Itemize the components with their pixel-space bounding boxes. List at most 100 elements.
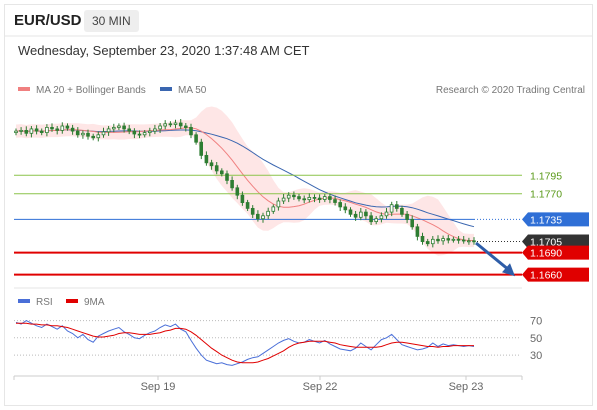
rsi9-legend-swatch bbox=[66, 299, 78, 303]
candle-body bbox=[394, 204, 399, 209]
candle-body bbox=[55, 128, 59, 131]
rsi9-legend-label: 9MA bbox=[84, 297, 105, 308]
candle-body bbox=[204, 154, 209, 164]
x-tick-label: Sep 23 bbox=[449, 381, 484, 393]
candle-body bbox=[276, 200, 281, 208]
candle-body bbox=[286, 194, 291, 199]
bollinger-band bbox=[16, 106, 474, 256]
candle-body bbox=[39, 130, 44, 134]
candle-body bbox=[266, 210, 270, 217]
candle-body bbox=[436, 238, 440, 242]
candle-body bbox=[250, 207, 255, 215]
candle-body bbox=[358, 211, 363, 218]
candle-body bbox=[199, 141, 204, 156]
candle-body bbox=[425, 241, 430, 245]
ma20-line bbox=[15, 127, 474, 241]
timeframe-badge[interactable]: 30 MIN bbox=[84, 10, 139, 32]
candle-body bbox=[127, 128, 132, 132]
ma50-legend-swatch bbox=[160, 87, 172, 91]
candle-body bbox=[194, 134, 198, 143]
level-label-1.1770: 1.1770 bbox=[530, 189, 562, 201]
candle-body bbox=[374, 218, 378, 222]
candle-body bbox=[91, 135, 96, 139]
candle-body bbox=[106, 128, 111, 133]
bollinger-band-area bbox=[16, 106, 474, 256]
rsi-tick-30: 30 bbox=[530, 350, 542, 362]
level-tag-1.1690 bbox=[522, 245, 589, 260]
candle-body bbox=[122, 125, 126, 130]
candle-body bbox=[219, 170, 224, 175]
candle-body bbox=[343, 206, 348, 211]
ma20-legend-label: MA 20 + Bollinger Bands bbox=[36, 85, 146, 96]
candle-body bbox=[24, 129, 29, 134]
forecast-arrow-shaft bbox=[475, 241, 509, 271]
candle-body bbox=[86, 132, 90, 137]
candle-body bbox=[410, 218, 414, 228]
level-tag-1.1705 bbox=[522, 234, 589, 249]
candle-body bbox=[70, 127, 75, 132]
candle-body bbox=[50, 127, 54, 130]
rsi-lines bbox=[15, 320, 475, 366]
candle-body bbox=[255, 213, 260, 220]
credit-text: Research © 2020 Trading Central bbox=[436, 85, 585, 96]
candle-body bbox=[29, 128, 34, 134]
rsi-legend-label: RSI bbox=[36, 297, 53, 308]
candle-body bbox=[65, 125, 70, 129]
x-tick-label: Sep 19 bbox=[141, 381, 176, 393]
rsi-legend-swatch bbox=[18, 299, 30, 303]
candle-body bbox=[271, 206, 276, 212]
candle-body bbox=[225, 173, 229, 181]
candle-body bbox=[307, 196, 312, 200]
candle-body bbox=[369, 215, 373, 223]
candle-body bbox=[389, 204, 394, 213]
candle-body bbox=[292, 194, 296, 198]
candle-body bbox=[142, 132, 147, 136]
level-label-1.1705: 1.1705 bbox=[530, 237, 562, 249]
candle-body bbox=[183, 125, 188, 128]
candle-body bbox=[245, 202, 250, 209]
candle-body bbox=[281, 197, 286, 202]
candle-body bbox=[441, 238, 445, 242]
candle-body bbox=[364, 211, 368, 217]
candle-body bbox=[101, 131, 106, 136]
candle-body bbox=[168, 123, 173, 126]
level-tag-1.1660 bbox=[522, 267, 589, 282]
x-tick-label: Sep 22 bbox=[303, 381, 338, 393]
candle-body bbox=[384, 211, 389, 217]
candle-body bbox=[214, 165, 219, 172]
candle-body bbox=[461, 239, 466, 242]
candle-body bbox=[415, 226, 420, 237]
candle-body bbox=[348, 209, 353, 215]
candle-body bbox=[302, 198, 306, 201]
chart-datetime: Wednesday, September 23, 2020 1:37:48 AM… bbox=[18, 43, 310, 58]
candle-body bbox=[297, 196, 301, 200]
candle-body bbox=[75, 130, 80, 136]
candle-body bbox=[333, 199, 337, 203]
candle-body bbox=[178, 122, 183, 127]
candle-body bbox=[261, 215, 265, 220]
candle-body bbox=[96, 134, 101, 139]
candle-body bbox=[312, 196, 317, 199]
candle-body bbox=[400, 207, 404, 215]
candle-body bbox=[60, 125, 65, 131]
candle-body bbox=[117, 125, 121, 128]
candle-body bbox=[132, 130, 137, 135]
candle-body bbox=[322, 196, 327, 200]
level-label-1.1735: 1.1735 bbox=[530, 214, 562, 226]
candle-body bbox=[456, 238, 461, 241]
rsi-tick-50: 50 bbox=[530, 333, 542, 345]
candle-body bbox=[472, 240, 476, 243]
candle-body bbox=[446, 238, 451, 241]
forecast-arrow bbox=[475, 241, 515, 277]
level-tag-1.1735 bbox=[522, 212, 589, 227]
ma50-legend-label: MA 50 bbox=[178, 85, 207, 96]
candlesticks bbox=[14, 119, 476, 248]
candle-body bbox=[153, 128, 157, 132]
symbol-title: EUR/USD bbox=[14, 12, 82, 29]
candle-body bbox=[317, 197, 322, 201]
forecast-arrow-head bbox=[502, 263, 515, 277]
candle-body bbox=[328, 196, 332, 200]
candle-body bbox=[235, 187, 240, 196]
level-label-1.1660: 1.1660 bbox=[530, 270, 562, 282]
